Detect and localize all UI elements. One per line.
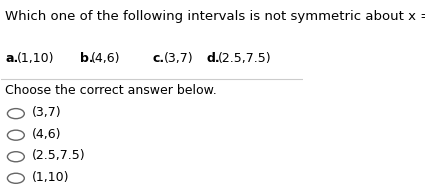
Text: a.: a. [5, 52, 18, 65]
Text: d.: d. [207, 52, 220, 65]
Text: (2.5,7.5): (2.5,7.5) [218, 52, 272, 65]
Text: (3,7): (3,7) [31, 106, 61, 119]
Text: (1,10): (1,10) [31, 171, 69, 184]
Text: (4,6): (4,6) [91, 52, 121, 65]
Text: (2.5,7.5): (2.5,7.5) [31, 149, 85, 162]
Text: c.: c. [152, 52, 164, 65]
Text: (4,6): (4,6) [31, 128, 61, 141]
Text: Which one of the following intervals is not symmetric about x = 5?: Which one of the following intervals is … [5, 10, 425, 23]
Text: (3,7): (3,7) [164, 52, 193, 65]
Text: Choose the correct answer below.: Choose the correct answer below. [5, 84, 217, 97]
Text: (1,10): (1,10) [17, 52, 54, 65]
Text: b.: b. [80, 52, 94, 65]
